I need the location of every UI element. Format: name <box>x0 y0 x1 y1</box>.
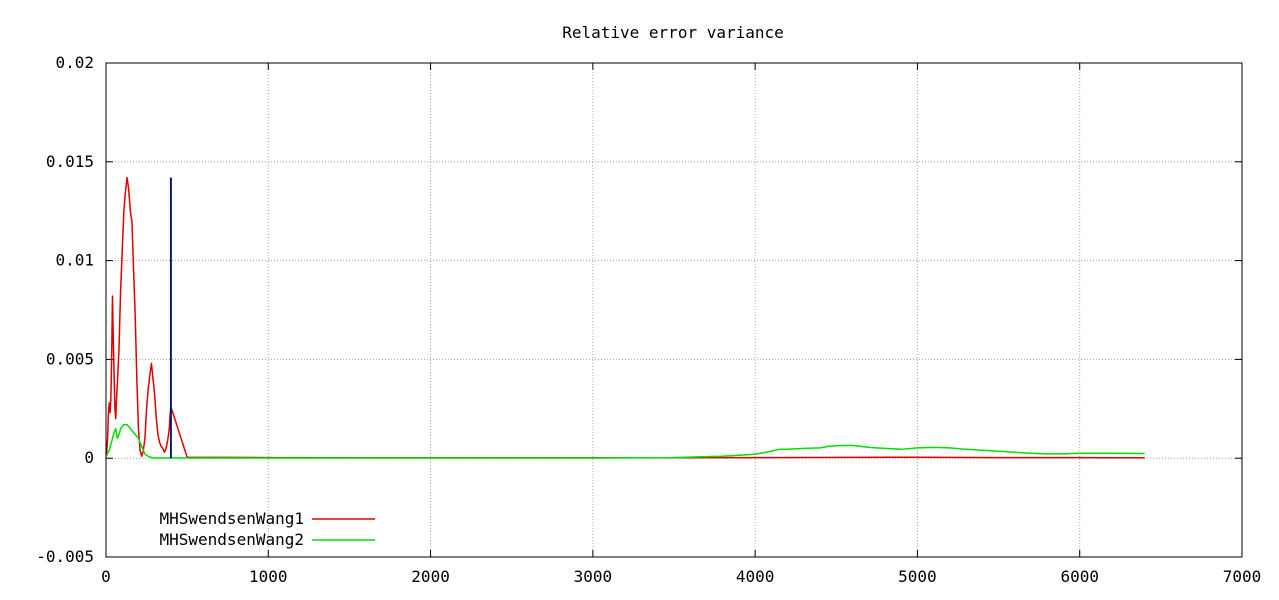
axis-layer: 0 1000 2000 3000 4000 5000 6000 7000 -0.005 0 0.00… <box>36 53 1261 586</box>
x-tick-label: 1000 <box>249 567 288 586</box>
y-tick-label: 0.01 <box>55 251 94 270</box>
series-line-2 <box>105 423 1145 459</box>
x-tick-label: 4000 <box>736 567 775 586</box>
legend-label-2: MHSwendsenWang2 <box>160 530 305 549</box>
x-tick-label: 7000 <box>1223 567 1262 586</box>
chart-title: Relative error variance <box>562 23 784 42</box>
x-tick-label: 5000 <box>898 567 937 586</box>
series-layer <box>105 176 1145 459</box>
x-tick-label: 3000 <box>574 567 613 586</box>
legend-label-1: MHSwendsenWang1 <box>160 509 305 528</box>
plot-frame <box>105 62 1243 558</box>
x-tick-label: 6000 <box>1060 567 1099 586</box>
x-tick-label: 0 <box>101 567 111 586</box>
y-tick-label: 0.02 <box>55 53 94 72</box>
y-tick-label: 0.015 <box>46 152 94 171</box>
grid-layer <box>106 63 1242 557</box>
legend: MHSwendsenWang1 MHSwendsenWang2 <box>160 509 375 549</box>
y-tick-label: 0 <box>84 448 94 467</box>
series-line-1 <box>105 176 1145 459</box>
y-tick-label: -0.005 <box>36 547 94 566</box>
y-tick-label: 0.005 <box>46 349 94 368</box>
x-tick-label: 2000 <box>411 567 450 586</box>
